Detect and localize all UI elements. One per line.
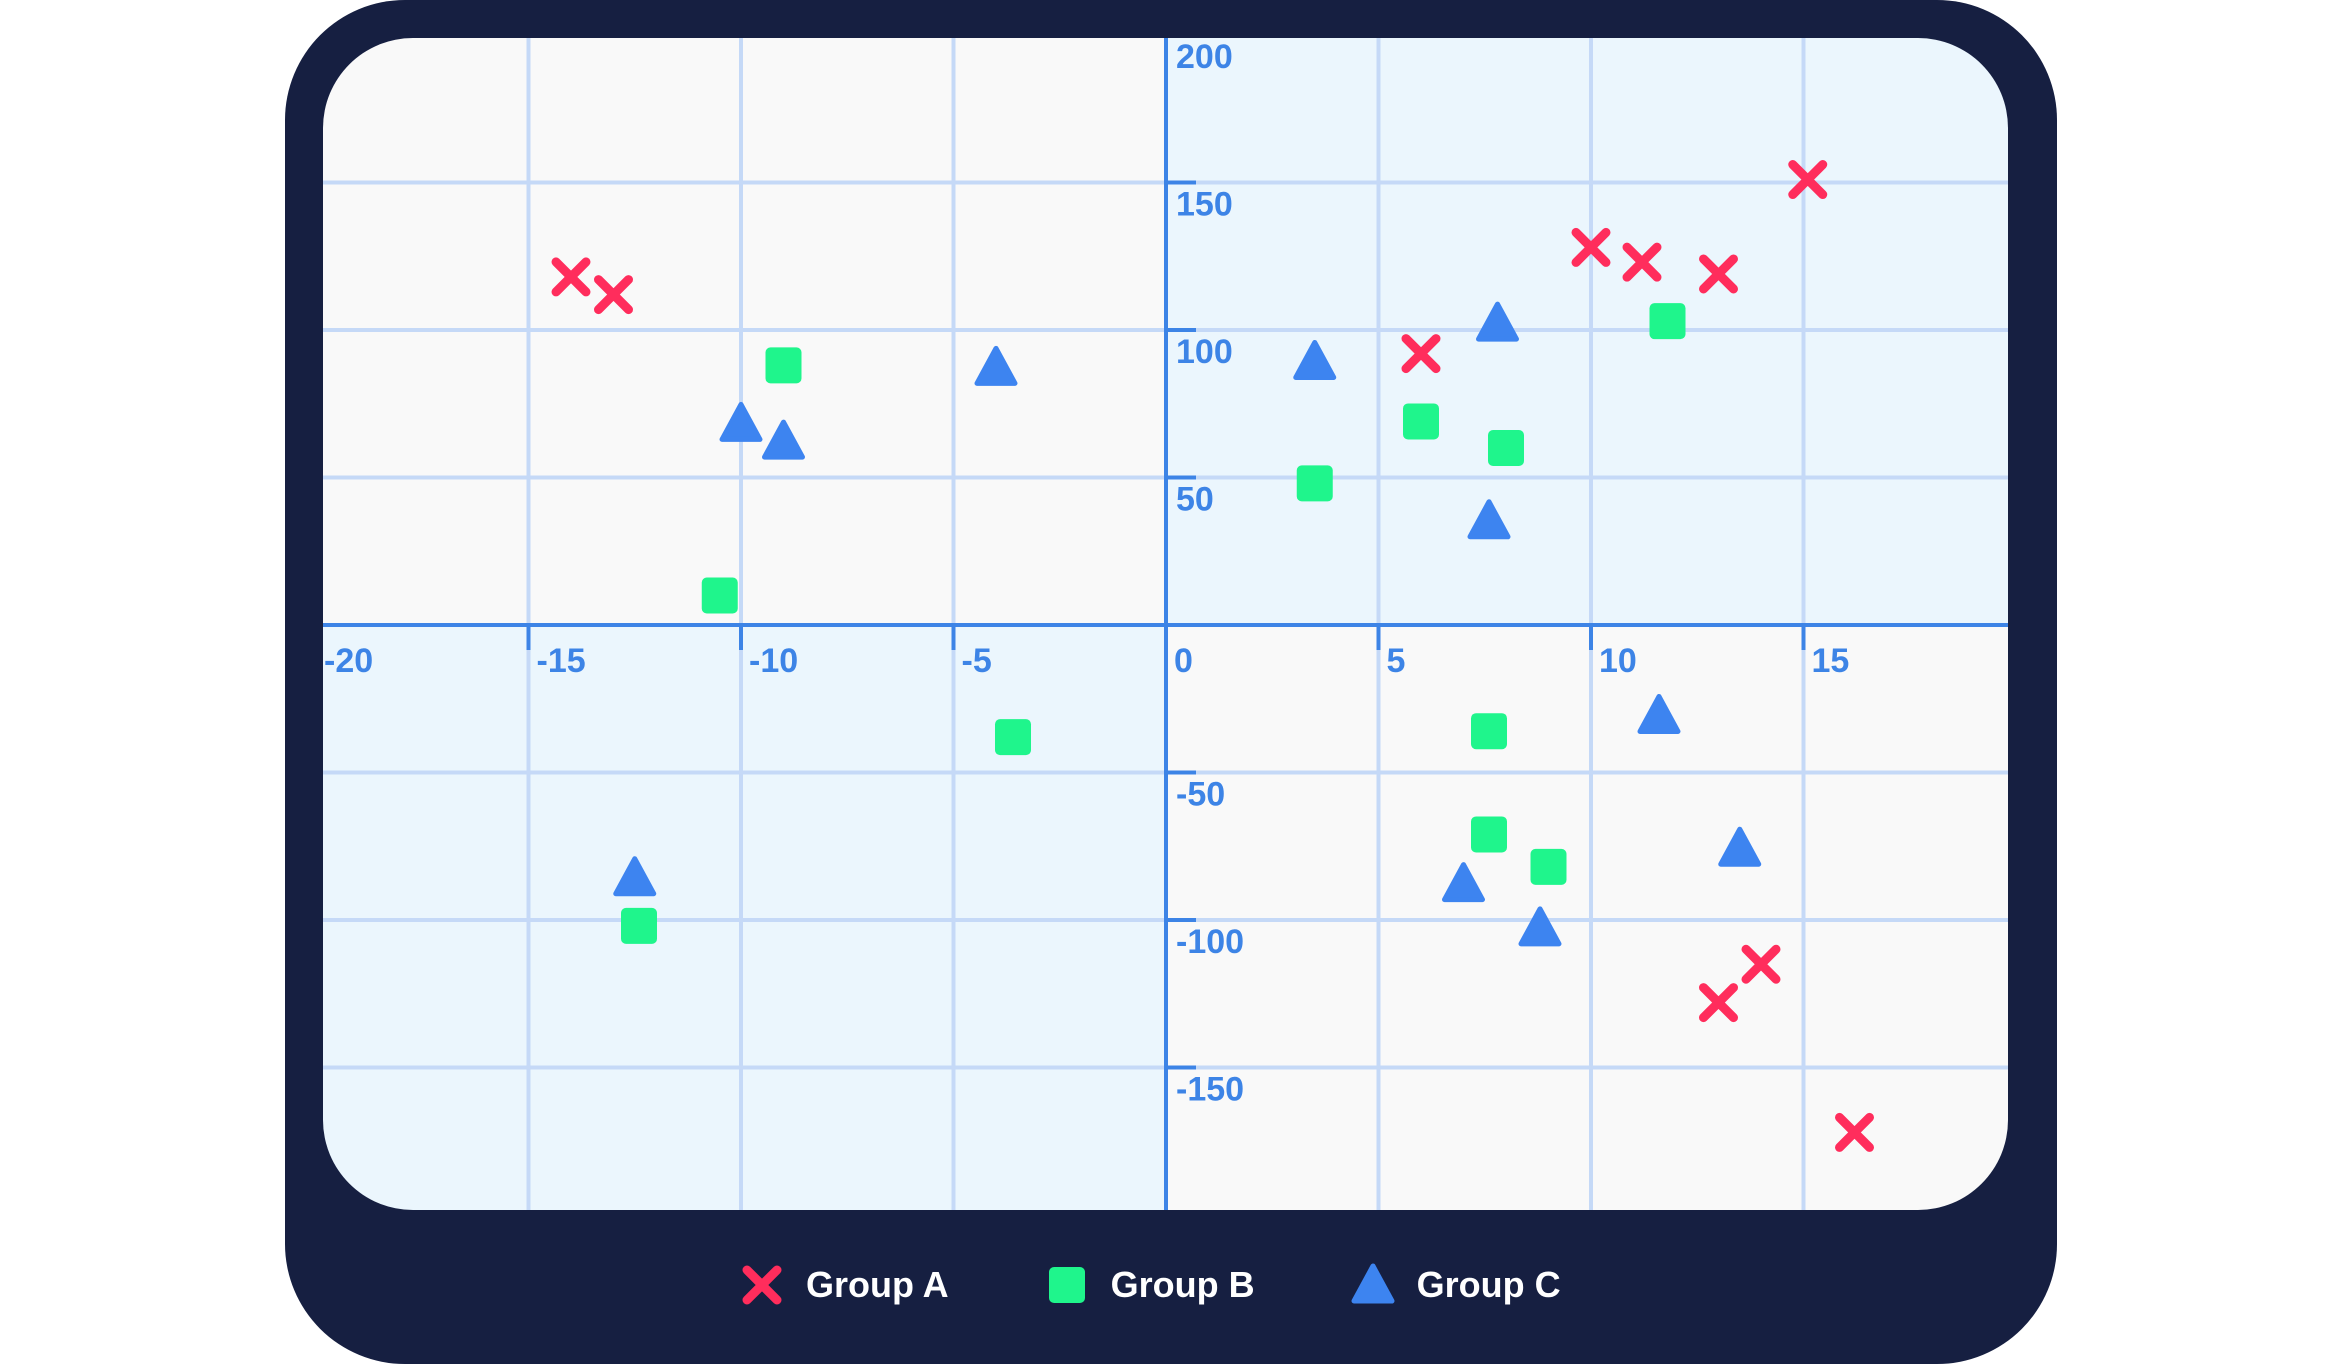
x-tick-label: -10: [749, 642, 798, 680]
x-tick-label: 15: [1812, 642, 1850, 680]
group-c-point: [1476, 301, 1519, 342]
group-b-point: [765, 347, 802, 384]
group-b-point: [1403, 403, 1439, 440]
group-c-point: [1637, 693, 1681, 734]
legend-label: Group A: [806, 1264, 949, 1305]
group-b-point: [1471, 816, 1507, 853]
x-tick-label: -15: [537, 642, 586, 680]
x-tick-label: -20: [324, 642, 373, 680]
group-b-point: [1649, 303, 1686, 340]
legend-item-group-c: Group C: [1351, 1263, 1561, 1307]
group-c-point: [1718, 826, 1762, 867]
y-tick-label: 50: [1176, 481, 1214, 519]
group-c-point: [1518, 906, 1562, 947]
legend-item-group-a: Group A: [740, 1263, 949, 1307]
group-b-point: [1488, 430, 1524, 466]
group-c-point: [613, 856, 657, 897]
data-markers: [551, 160, 1874, 1152]
group-b-point: [1296, 465, 1333, 502]
x-tick-label: 5: [1387, 642, 1406, 680]
group-a-point: [1401, 334, 1441, 374]
y-tick-label: 100: [1176, 333, 1233, 371]
y-tick-label: -100: [1176, 923, 1244, 961]
y-tick-label: -150: [1176, 1071, 1244, 1109]
group-c-point: [762, 419, 805, 460]
group-a-point: [1699, 254, 1738, 294]
group-c-point: [974, 345, 1018, 386]
group-c-point: [1467, 499, 1511, 540]
y-tick-label: 150: [1176, 186, 1233, 224]
group-b-point: [1530, 848, 1567, 885]
group-b-point: [621, 907, 657, 944]
legend-item-group-b: Group B: [1045, 1263, 1255, 1307]
legend-label: Group B: [1110, 1264, 1255, 1305]
group-a-point: [1788, 160, 1828, 200]
x-tick-label: 10: [1599, 642, 1637, 680]
group-b-point: [1471, 713, 1507, 750]
square-icon: [1048, 1267, 1085, 1303]
x-tick-label: -5: [962, 642, 992, 680]
legend-label: Group C: [1416, 1264, 1561, 1305]
x-tick-label: 0: [1174, 642, 1193, 680]
group-a-point: [594, 275, 633, 315]
group-a-point: [1699, 983, 1738, 1023]
group-c-point: [1293, 339, 1337, 380]
group-c-point: [719, 401, 763, 442]
y-tick-label: -50: [1176, 776, 1225, 814]
legend: Group A Group B Group C: [740, 1255, 1561, 1315]
group-b-point: [701, 577, 738, 614]
group-a-point: [1741, 944, 1781, 984]
x-icon: [742, 1265, 782, 1305]
group-b-point: [995, 719, 1031, 756]
group-a-point: [551, 257, 591, 297]
quadrant-bottom-left: [323, 625, 1166, 1210]
group-c-point: [1442, 862, 1485, 903]
group-a-point: [1622, 242, 1662, 282]
triangle-icon: [1351, 1263, 1395, 1304]
plot-area: [323, 38, 2008, 1210]
group-a-point: [1571, 227, 1611, 267]
group-a-point: [1835, 1112, 1874, 1152]
y-tick-label: 200: [1176, 38, 1233, 76]
quadrant-bottom-right: [1166, 625, 2008, 1210]
